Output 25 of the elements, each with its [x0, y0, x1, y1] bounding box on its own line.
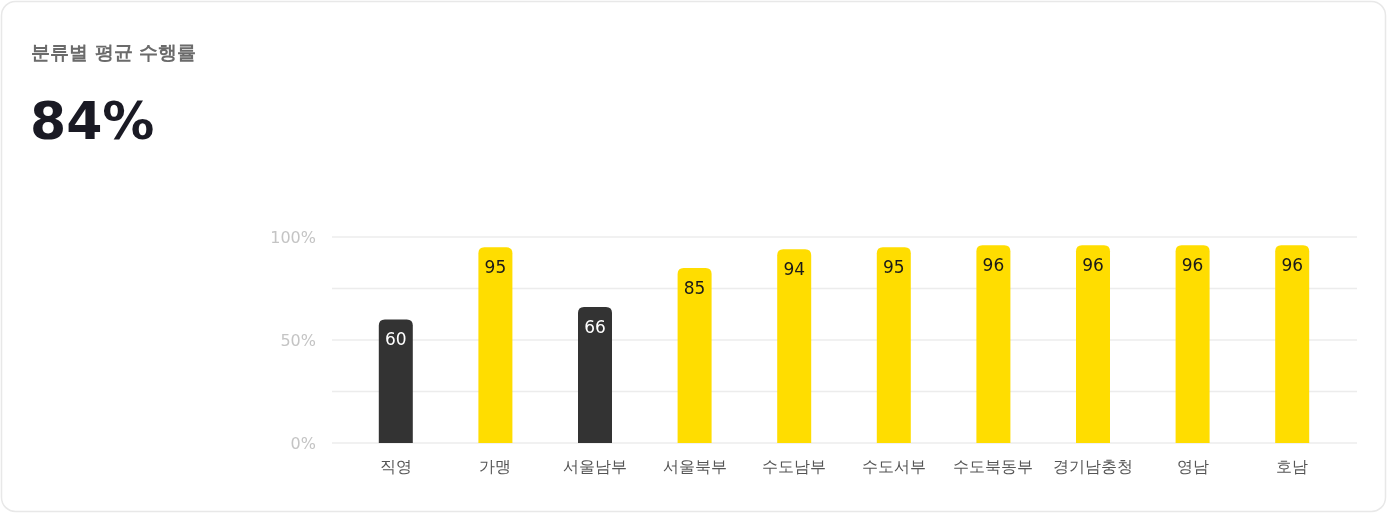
data-label: 96: [1082, 255, 1104, 276]
data-label: 94: [783, 259, 806, 280]
title: 분류별 평균 수행률: [31, 41, 197, 63]
data-label: 96: [1281, 255, 1304, 276]
data-label: 60: [384, 329, 407, 350]
data-label: 95: [484, 257, 507, 278]
x-tick-label: 수도서부: [861, 457, 926, 476]
data-label: 66: [584, 317, 606, 338]
subtitle: 84%: [30, 91, 155, 151]
x-tick-label: 가맹: [479, 457, 512, 476]
x-tick-label: 영남: [1176, 457, 1209, 476]
x-tick-label: 서울남부: [563, 457, 627, 476]
data-label: 96: [982, 255, 1005, 276]
y-tick-label: 0%: [290, 434, 316, 453]
x-tick-label: 직영: [379, 457, 412, 476]
x-tick-label: 수도남부: [762, 457, 827, 476]
x-tick-label: 경기남충청: [1053, 457, 1133, 476]
data-label: 95: [882, 257, 905, 278]
x-tick-label: 수도북동부: [953, 457, 1034, 476]
y-tick-label: 100%: [270, 228, 316, 247]
data-label: 96: [1181, 255, 1204, 276]
data-label: 85: [683, 277, 706, 298]
x-tick-label: 호남: [1276, 457, 1309, 476]
x-tick-label: 서울북부: [662, 457, 727, 476]
y-tick-label: 50%: [280, 331, 316, 350]
